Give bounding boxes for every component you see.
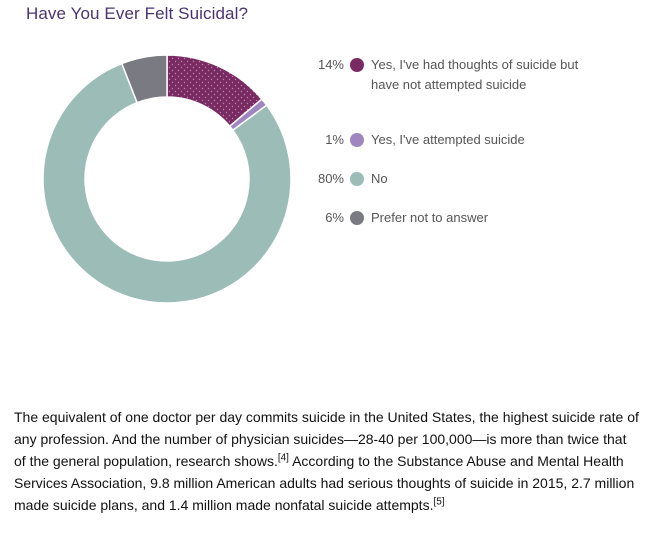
article-text-1: The equivalent of one doctor per day com… <box>14 409 639 469</box>
donut-slice-prefer-not <box>120 54 168 104</box>
legend-label-attempted: Yes, I've attempted suicide <box>371 132 525 147</box>
legend-label-thoughts: Yes, I've had thoughts of suicide but ha… <box>371 57 579 92</box>
legend-label-no: No <box>371 171 388 186</box>
legend-swatch-no <box>350 171 364 186</box>
donut-slice-no <box>42 62 292 304</box>
reference-5-link[interactable]: [5] <box>433 496 445 508</box>
donut-chart <box>42 54 292 304</box>
legend-pct-no: 80% <box>317 171 344 186</box>
legend-swatch-prefer-not <box>350 210 364 225</box>
legend-item-no: 80% No <box>300 169 630 189</box>
legend-swatch-attempted <box>350 132 364 147</box>
article-text-2: According to the Substance Abuse and Men… <box>14 453 635 513</box>
article-paragraph: The equivalent of one doctor per day com… <box>14 406 639 516</box>
legend-item-prefer-not: 6% Prefer not to answer <box>300 208 630 228</box>
legend-pct-prefer-not: 6% <box>325 210 344 225</box>
legend-pct-attempted: 1% <box>325 132 344 147</box>
reference-4-link[interactable]: [4] <box>277 452 289 464</box>
legend-label-prefer-not: Prefer not to answer <box>371 210 489 225</box>
legend-swatch-thoughts <box>350 57 364 72</box>
legend-item-thoughts: 14% Yes, I've had thoughts of suicide bu… <box>300 55 630 94</box>
legend-item-attempted: 1% Yes, I've attempted suicide <box>300 130 630 150</box>
legend-pct-thoughts: 14% <box>317 57 344 72</box>
chart-title: Have You Ever Felt Suicidal? <box>26 4 249 23</box>
donut-slice-thoughts-texture <box>167 55 262 127</box>
